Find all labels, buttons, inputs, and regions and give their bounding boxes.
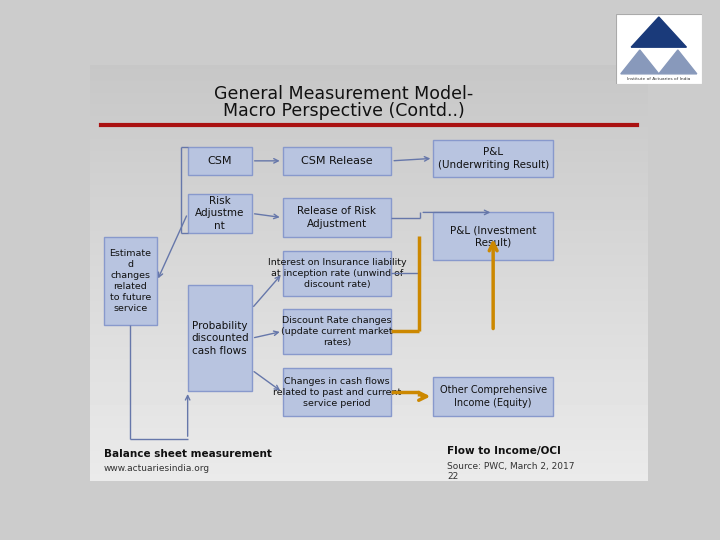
FancyBboxPatch shape [104,238,157,325]
Text: Estimate
d
changes
related
to future
service: Estimate d changes related to future ser… [109,249,151,313]
Text: Changes in cash flows
related to past and current
service period: Changes in cash flows related to past an… [273,376,401,408]
Text: Probability
discounted
cash flows: Probability discounted cash flows [191,321,248,355]
FancyBboxPatch shape [433,140,553,177]
Text: P&L (Investment
Result): P&L (Investment Result) [450,225,536,247]
Polygon shape [659,50,697,74]
FancyBboxPatch shape [433,212,553,260]
FancyBboxPatch shape [282,147,392,175]
Text: 22: 22 [447,472,459,481]
Text: Balance sheet measurement: Balance sheet measurement [104,449,272,458]
Polygon shape [631,17,686,47]
Text: Flow to Income/OCI: Flow to Income/OCI [447,447,561,456]
Text: Macro Perspective (Contd..): Macro Perspective (Contd..) [223,103,465,120]
Text: Institute of Actuaries of India: Institute of Actuaries of India [627,77,690,81]
FancyBboxPatch shape [282,251,392,295]
Polygon shape [621,50,659,74]
Text: General Measurement Model-: General Measurement Model- [215,85,474,103]
FancyBboxPatch shape [188,194,252,233]
FancyBboxPatch shape [282,309,392,354]
FancyBboxPatch shape [433,377,553,416]
FancyBboxPatch shape [282,198,392,238]
FancyBboxPatch shape [188,285,252,391]
Text: P&L
(Underwriting Result): P&L (Underwriting Result) [438,147,549,170]
FancyBboxPatch shape [616,14,702,84]
Text: CSM Release: CSM Release [301,156,373,166]
Text: CSM: CSM [207,156,232,166]
Text: www.actuariesindia.org: www.actuariesindia.org [104,464,210,472]
Text: Risk
Adjustme
nt: Risk Adjustme nt [195,196,244,231]
Text: Discount Rate changes
(update current market
rates): Discount Rate changes (update current ma… [281,316,392,347]
Text: Interest on Insurance liability
at inception rate (unwind of
discount rate): Interest on Insurance liability at incep… [268,258,406,289]
Text: Source: PWC, March 2, 2017: Source: PWC, March 2, 2017 [447,462,575,470]
FancyBboxPatch shape [188,147,252,175]
Text: Other Comprehensive
Income (Equity): Other Comprehensive Income (Equity) [440,385,546,408]
Text: Release of Risk
Adjustment: Release of Risk Adjustment [297,206,377,229]
FancyBboxPatch shape [282,368,392,416]
